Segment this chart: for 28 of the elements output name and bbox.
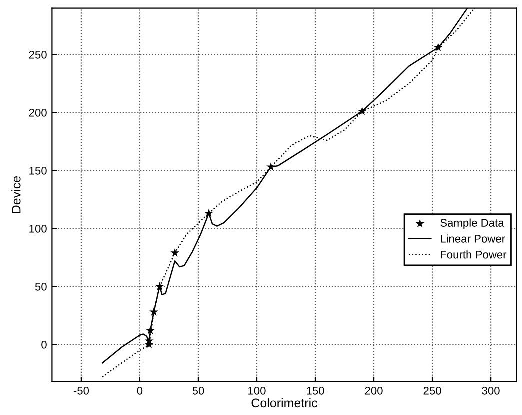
point [434,43,443,52]
point [204,208,214,218]
x-axis-title: Colorimetric [252,398,318,408]
x-tick-label: 250 [424,386,442,395]
x-tick-label: 300 [482,386,500,395]
point [144,336,154,345]
y-axis-title: Device [12,176,21,214]
x-tick-label: -50 [74,386,90,395]
legend-label: Fourth Power [441,250,507,259]
y-tick-label: 200 [29,108,47,117]
y-tick-label: 50 [35,282,47,291]
point [170,248,180,257]
x-tick-label: 200 [365,386,383,395]
x-tick-label: 50 [192,386,204,395]
y-tick-label: 100 [30,224,47,233]
legend-label: Linear Power [441,234,506,243]
point [155,282,164,290]
x-tick-label: 150 [307,386,324,395]
point [266,162,276,171]
x-tick-label: 0 [137,386,143,395]
point [358,106,367,116]
point [146,326,155,335]
y-tick-label: 0 [42,340,47,349]
y-tick-label: 150 [30,166,47,175]
legend-label: Sample Data [440,218,504,230]
point [150,308,158,316]
y-tick-label: 250 [29,50,47,59]
x-tick-label: 100 [248,386,266,395]
